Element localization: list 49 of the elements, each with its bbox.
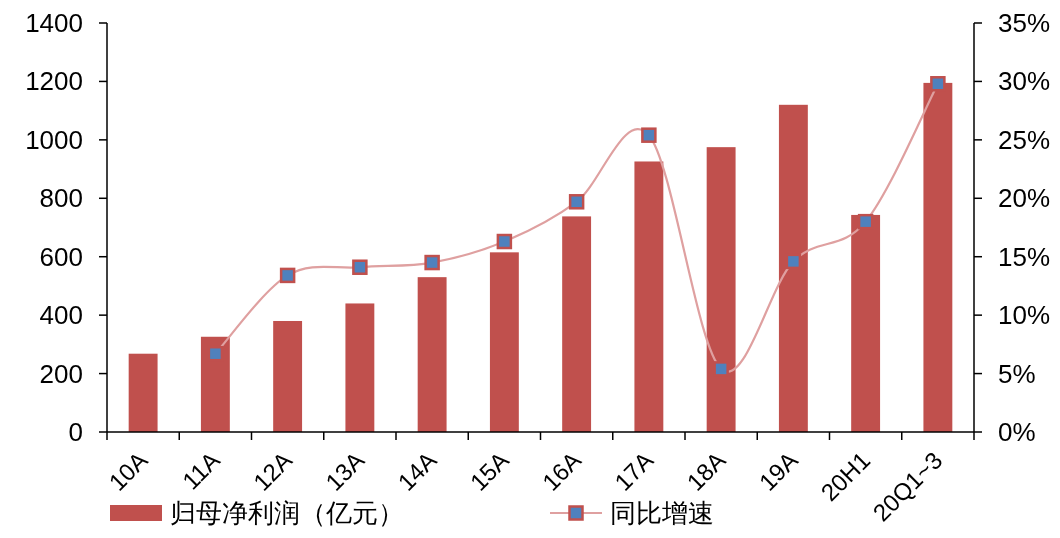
x-tick-label: 12A: [247, 446, 298, 496]
bar: [489, 252, 519, 432]
point: [568, 194, 585, 210]
x-tick-label: 13A: [320, 446, 370, 496]
point: [641, 127, 657, 143]
y2-tick-label: 0%: [998, 417, 1036, 447]
bar: [778, 104, 808, 432]
y2-tick-label: 30%: [998, 66, 1051, 97]
y2-tick-label: 20%: [998, 183, 1051, 214]
legend-label: 同比增速: [610, 498, 714, 528]
y-tick-label: 0: [68, 417, 83, 447]
bar: [200, 336, 230, 432]
x-tick-label: 18A: [681, 446, 731, 496]
bar: [273, 320, 303, 432]
point: [930, 76, 946, 92]
y-tick-label: 1200: [25, 66, 83, 97]
y2-tick-label: 25%: [998, 124, 1051, 155]
bar: [706, 147, 736, 432]
point: [352, 259, 368, 275]
y-tick-label: 400: [39, 300, 83, 331]
bar: [634, 161, 664, 432]
y-tick-label: 1400: [25, 8, 83, 38]
bar: [562, 216, 592, 432]
point: [424, 254, 440, 271]
point: [785, 253, 802, 270]
legend-label: 归母净利润（亿元）: [170, 498, 404, 528]
x-tick-label: 10A: [103, 446, 153, 496]
point: [279, 267, 296, 284]
x-tick-label: 19A: [753, 446, 803, 496]
y-tick-label: 200: [39, 358, 83, 389]
y2-tick-label: 5%: [998, 358, 1036, 389]
x-tick-label: 16A: [536, 446, 587, 496]
x-tick-label: 14A: [392, 446, 442, 496]
point: [713, 361, 729, 377]
bar: [417, 277, 447, 432]
y-tick-label: 600: [39, 241, 83, 272]
x-tick-label: 11A: [176, 446, 225, 495]
bar: [345, 303, 375, 432]
x-tick-label: 17A: [609, 446, 659, 496]
x-tick-label: 15A: [464, 446, 514, 496]
bar: [851, 214, 881, 432]
point: [857, 213, 874, 230]
y-tick-label: 800: [39, 183, 83, 214]
y2-tick-label: 35%: [998, 8, 1051, 38]
point: [496, 233, 513, 250]
y2-tick-label: 15%: [998, 241, 1051, 272]
y-tick-label: 1000: [25, 124, 83, 155]
bar: [128, 353, 158, 432]
y2-tick-label: 10%: [998, 300, 1051, 331]
